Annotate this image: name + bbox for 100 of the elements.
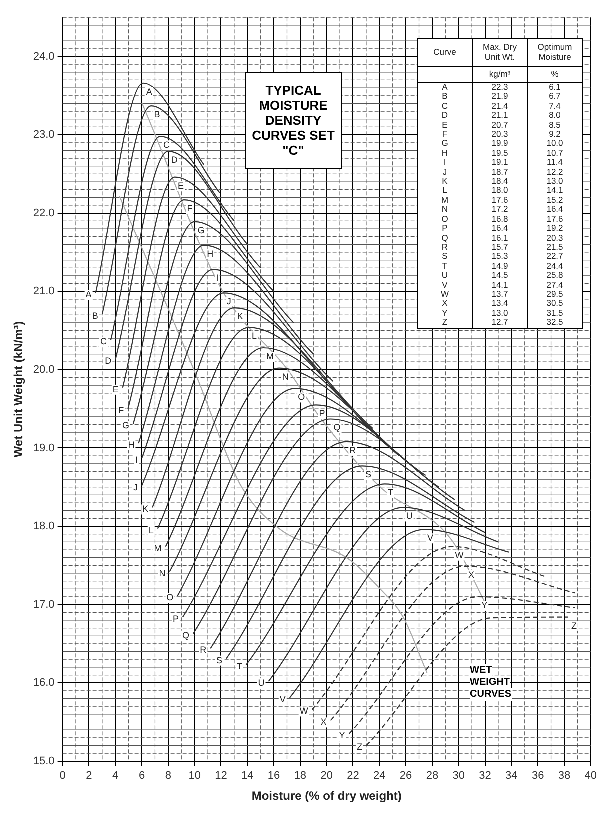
y-tick-label: 16.0	[33, 677, 55, 690]
text: X 13.4 30.5	[442, 298, 564, 308]
series-label: O	[298, 392, 306, 402]
series-label: Z	[356, 742, 363, 752]
series-label: Y	[482, 600, 488, 610]
y-tick-label: 20.0	[33, 364, 55, 376]
series-label: X	[468, 570, 474, 580]
text: D 21.1 8.0	[442, 110, 561, 120]
annotation: %	[528, 66, 582, 82]
x-tick-label: 38	[558, 770, 571, 782]
y-tick-label: 19.0	[33, 442, 55, 454]
text: I 19.1 11.4	[444, 157, 563, 168]
series-label: A	[146, 86, 152, 97]
annotation: Curve	[418, 38, 472, 66]
series-label: R	[350, 445, 357, 456]
text: B 21.9 6.7	[442, 91, 561, 102]
text: H	[128, 440, 135, 450]
series-label: T	[388, 488, 394, 498]
text: W	[300, 706, 308, 716]
title-box: TYPICAL MOISTURE DENSITY CURVES SET "C"	[245, 72, 342, 169]
series-label: L	[252, 331, 257, 342]
y-tick-label: 21.0	[33, 286, 55, 298]
text: H 19.5 10.7	[442, 148, 564, 158]
annotation: WET WEIGHT CURVES	[470, 664, 512, 701]
annotation: Optimum Moisture	[528, 38, 582, 66]
text: M 17.6 15.2	[441, 194, 564, 205]
y-tick-label: 22.0	[33, 207, 55, 220]
x-axis-title: Moisture (% of dry weight)	[252, 789, 402, 804]
text: A	[86, 290, 92, 300]
x-tick-label: 12	[215, 770, 228, 782]
annotation: Max. Dry Unit Wt.	[472, 38, 528, 66]
text: V 14.1 27.4	[442, 280, 564, 290]
text: N 17.2 16.4	[442, 204, 564, 214]
series-label: C	[164, 140, 171, 150]
text: D	[105, 356, 112, 366]
text: G 19.9 10.0	[442, 138, 564, 148]
text: E 20.7 8.5	[442, 120, 561, 130]
x-tick-label: 0	[60, 770, 66, 782]
x-tick-label: 26	[400, 770, 412, 782]
text: O	[166, 592, 174, 603]
x-tick-label: 18	[294, 770, 307, 782]
series-label: W	[455, 550, 464, 560]
text: S 15.3 22.7	[442, 251, 564, 262]
x-tick-label: 34	[506, 770, 518, 782]
series-label: P	[319, 408, 326, 419]
text: P	[172, 614, 179, 624]
text: U 14.5 25.8	[442, 270, 564, 280]
x-tick-label: 4	[112, 770, 119, 782]
text: P 16.4 19.2	[442, 223, 564, 234]
x-tick-label: 16	[268, 770, 280, 782]
x-tick-label: 30	[452, 770, 465, 782]
y-tick-label: 24.0	[33, 50, 55, 63]
text: Z	[571, 620, 577, 631]
x-tick-label: 14	[242, 770, 254, 782]
x-tick-label: 40	[584, 770, 598, 782]
text: X	[320, 717, 327, 728]
text: W 13.7 29.5	[440, 288, 564, 299]
text: J 18.7 12.2	[442, 166, 564, 177]
series-label: I	[216, 273, 219, 284]
y-tick-label: 18.0	[33, 520, 55, 533]
series-label: H	[207, 248, 214, 259]
text: C	[100, 336, 107, 347]
text: L 18.0 14.1	[442, 185, 564, 196]
x-tick-label: 20	[320, 770, 333, 782]
x-tick-label: 6	[138, 770, 146, 782]
text: F 20.3 9.2	[442, 129, 561, 140]
series-label: D	[171, 154, 178, 165]
text: A 22.3 6.1	[442, 82, 561, 92]
text: L	[148, 525, 154, 536]
text: Y	[339, 730, 346, 740]
y-axis-title: Wet Unit Weight (kN/m³)	[12, 321, 26, 458]
x-tick-label: 8	[165, 770, 172, 782]
x-tick-label: 28	[426, 770, 439, 782]
y-tick-label: 15.0	[33, 755, 55, 768]
x-tick-label: 32	[479, 770, 492, 782]
x-tick-label: 22	[347, 770, 360, 782]
series-label: K	[237, 312, 244, 322]
annotation: kg/m³	[472, 66, 528, 82]
series-label: E	[178, 180, 184, 191]
text: V	[280, 694, 286, 704]
x-tick-label: 10	[188, 770, 201, 782]
text: T	[236, 662, 242, 672]
x-tick-label: 36	[532, 770, 544, 782]
text: B	[92, 310, 98, 321]
y-tick-label: 23.0	[33, 129, 55, 142]
text: Q 16.1 20.3	[442, 232, 564, 242]
text: N	[159, 568, 166, 578]
series-label: Q	[334, 422, 341, 433]
text: C 21.4 7.4	[442, 100, 561, 111]
text: R 15.7 21.5	[442, 242, 564, 252]
x-tick-label: 2	[86, 770, 92, 782]
y-tick-label: 17.0	[33, 598, 55, 611]
text: J	[134, 482, 138, 492]
series-label: B	[154, 110, 160, 120]
text: Q	[182, 630, 190, 640]
text: K 18.4 13.0	[442, 176, 564, 186]
text: Y 13.0 31.5	[442, 308, 564, 318]
series-label: V	[428, 533, 434, 544]
text: E	[112, 384, 119, 394]
series-label: J	[226, 296, 232, 307]
